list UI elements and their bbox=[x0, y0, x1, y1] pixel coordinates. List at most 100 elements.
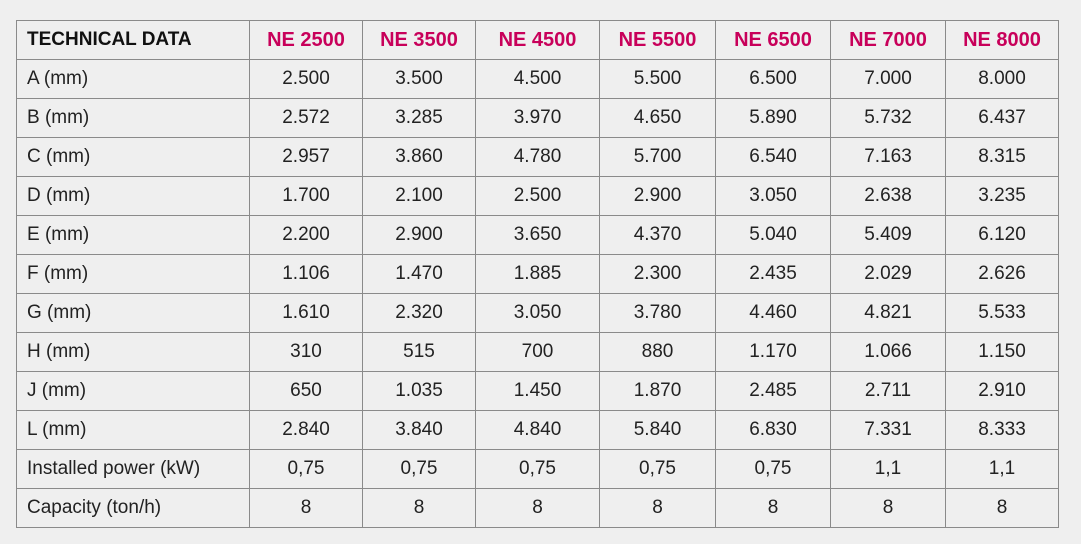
table-cell: 3.860 bbox=[362, 137, 476, 177]
table-cell: 2.900 bbox=[362, 215, 476, 255]
table-cell: 650 bbox=[249, 371, 363, 411]
model-header-ne-6500: NE 6500 bbox=[715, 20, 831, 60]
table-cell: 1.450 bbox=[475, 371, 600, 411]
table-row: A (mm) 2.500 3.500 4.500 5.500 6.500 7.000 8.00… bbox=[16, 59, 1059, 99]
table-cell: 5.840 bbox=[599, 410, 716, 450]
table-cell: 1.870 bbox=[599, 371, 716, 411]
table-cell: 8 bbox=[475, 488, 600, 528]
table-cell: 1.066 bbox=[830, 332, 946, 372]
table-row: C (mm) 2.957 3.860 4.780 5.700 6.540 7.163 8.31… bbox=[16, 137, 1059, 177]
table-cell: 0,75 bbox=[599, 449, 716, 489]
table-cell: 8 bbox=[715, 488, 831, 528]
table-cell: 5.409 bbox=[830, 215, 946, 255]
table-cell: 5.500 bbox=[599, 59, 716, 99]
table-cell: 1,1 bbox=[830, 449, 946, 489]
table-cell: 1.700 bbox=[249, 176, 363, 216]
table-cell: 4.500 bbox=[475, 59, 600, 99]
table-cell: 2.840 bbox=[249, 410, 363, 450]
table-cell: 2.300 bbox=[599, 254, 716, 294]
row-label: D (mm) bbox=[16, 176, 250, 216]
table-cell: 7.331 bbox=[830, 410, 946, 450]
table-cell: 2.900 bbox=[599, 176, 716, 216]
table-cell: 4.821 bbox=[830, 293, 946, 333]
table-cell: 2.435 bbox=[715, 254, 831, 294]
table-cell: 2.029 bbox=[830, 254, 946, 294]
table-cell: 4.650 bbox=[599, 98, 716, 138]
table-cell: 2.572 bbox=[249, 98, 363, 138]
table-cell: 8.000 bbox=[945, 59, 1059, 99]
table-cell: 1.035 bbox=[362, 371, 476, 411]
table-cell: 1,1 bbox=[945, 449, 1059, 489]
table-cell: 8 bbox=[830, 488, 946, 528]
model-header-ne-4500: NE 4500 bbox=[475, 20, 600, 60]
technical-data-table: TECHNICAL DATA NE 2500 NE 3500 NE 4500 N… bbox=[16, 20, 1059, 528]
table-title: TECHNICAL DATA bbox=[16, 20, 250, 60]
row-label: C (mm) bbox=[16, 137, 250, 177]
table-cell: 1.610 bbox=[249, 293, 363, 333]
table-cell: 2.500 bbox=[475, 176, 600, 216]
table-cell: 6.437 bbox=[945, 98, 1059, 138]
table-row: L (mm) 2.840 3.840 4.840 5.840 6.830 7.331 8.33… bbox=[16, 410, 1059, 450]
table-cell: 1.885 bbox=[475, 254, 600, 294]
table-cell: 0,75 bbox=[249, 449, 363, 489]
table-row: D (mm) 1.700 2.100 2.500 2.900 3.050 2.638 3.23… bbox=[16, 176, 1059, 216]
table-row: Installed power (kW) 0,75 0,75 0,75 0,75 0,75… bbox=[16, 449, 1059, 489]
table-cell: 2.957 bbox=[249, 137, 363, 177]
table-cell: 2.626 bbox=[945, 254, 1059, 294]
table-cell: 2.200 bbox=[249, 215, 363, 255]
table-cell: 8 bbox=[249, 488, 363, 528]
table-body: A (mm) 2.500 3.500 4.500 5.500 6.500 7.000 8.00… bbox=[16, 59, 1059, 528]
table-cell: 2.485 bbox=[715, 371, 831, 411]
table-cell: 8.315 bbox=[945, 137, 1059, 177]
table-cell: 8 bbox=[362, 488, 476, 528]
table-cell: 515 bbox=[362, 332, 476, 372]
table-cell: 4.370 bbox=[599, 215, 716, 255]
row-label: B (mm) bbox=[16, 98, 250, 138]
row-label: E (mm) bbox=[16, 215, 250, 255]
table-cell: 3.780 bbox=[599, 293, 716, 333]
table-cell: 8.333 bbox=[945, 410, 1059, 450]
table-cell: 3.840 bbox=[362, 410, 476, 450]
model-header-ne-3500: NE 3500 bbox=[362, 20, 476, 60]
table-cell: 6.120 bbox=[945, 215, 1059, 255]
table-row: G (mm) 1.610 2.320 3.050 3.780 4.460 4.821 5.53… bbox=[16, 293, 1059, 333]
table-cell: 6.830 bbox=[715, 410, 831, 450]
row-label: J (mm) bbox=[16, 371, 250, 411]
table-cell: 0,75 bbox=[475, 449, 600, 489]
table-cell: 6.540 bbox=[715, 137, 831, 177]
table-cell: 7.000 bbox=[830, 59, 946, 99]
table-cell: 4.780 bbox=[475, 137, 600, 177]
model-header-ne-2500: NE 2500 bbox=[249, 20, 363, 60]
table-cell: 8 bbox=[599, 488, 716, 528]
table-cell: 310 bbox=[249, 332, 363, 372]
table-cell: 7.163 bbox=[830, 137, 946, 177]
table-cell: 5.890 bbox=[715, 98, 831, 138]
table-cell: 5.533 bbox=[945, 293, 1059, 333]
table-cell: 2.711 bbox=[830, 371, 946, 411]
table-row: Capacity (ton/h) 8 8 8 8 8 8 8 bbox=[16, 488, 1059, 528]
row-label: H (mm) bbox=[16, 332, 250, 372]
table-cell: 3.285 bbox=[362, 98, 476, 138]
table-cell: 2.500 bbox=[249, 59, 363, 99]
row-label: Installed power (kW) bbox=[16, 449, 250, 489]
table-cell: 5.040 bbox=[715, 215, 831, 255]
table-cell: 1.150 bbox=[945, 332, 1059, 372]
table-row: B (mm) 2.572 3.285 3.970 4.650 5.890 5.732 6.43… bbox=[16, 98, 1059, 138]
model-header-ne-7000: NE 7000 bbox=[830, 20, 946, 60]
table-cell: 4.840 bbox=[475, 410, 600, 450]
table-cell: 8 bbox=[945, 488, 1059, 528]
table-cell: 3.650 bbox=[475, 215, 600, 255]
model-header-ne-8000: NE 8000 bbox=[945, 20, 1059, 60]
table-cell: 5.700 bbox=[599, 137, 716, 177]
technical-data-container: TECHNICAL DATA NE 2500 NE 3500 NE 4500 N… bbox=[16, 20, 1059, 528]
table-cell: 3.050 bbox=[715, 176, 831, 216]
table-cell: 5.732 bbox=[830, 98, 946, 138]
table-cell: 6.500 bbox=[715, 59, 831, 99]
row-label: Capacity (ton/h) bbox=[16, 488, 250, 528]
table-cell: 2.638 bbox=[830, 176, 946, 216]
table-row: J (mm) 650 1.035 1.450 1.870 2.485 2.711 2.910 bbox=[16, 371, 1059, 411]
row-label: A (mm) bbox=[16, 59, 250, 99]
table-cell: 3.235 bbox=[945, 176, 1059, 216]
model-header-ne-5500: NE 5500 bbox=[599, 20, 716, 60]
table-cell: 4.460 bbox=[715, 293, 831, 333]
